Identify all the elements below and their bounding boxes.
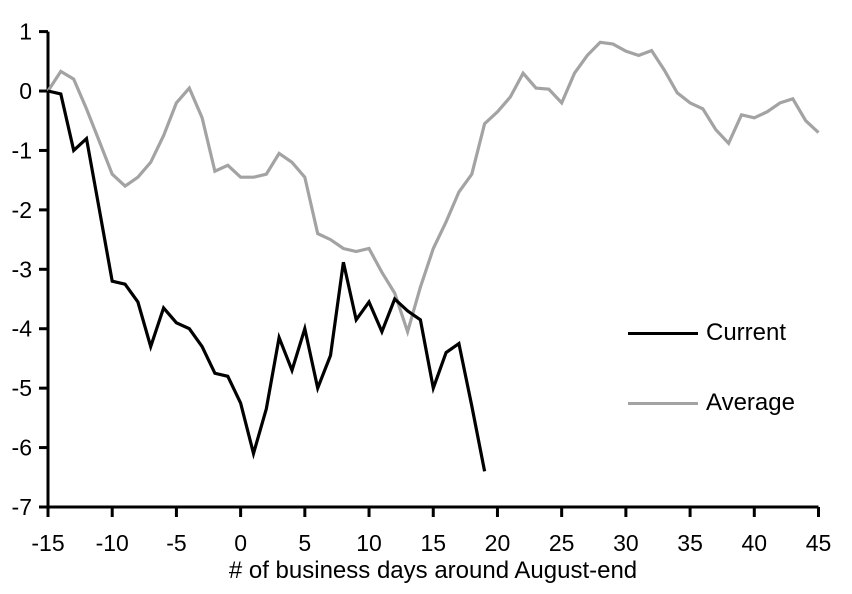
- x-tick-label: 5: [298, 530, 311, 556]
- y-tick-label: -1: [12, 137, 32, 163]
- legend-item-average: Average: [628, 389, 795, 417]
- x-axis-title: # of business days around August-end: [228, 557, 638, 584]
- x-tick-label: 10: [356, 530, 382, 556]
- x-tick-label: 0: [234, 530, 247, 556]
- x-tick-label: -5: [166, 530, 186, 556]
- x-tick-label: 30: [613, 530, 639, 556]
- legend-label-current: Current: [706, 319, 787, 346]
- y-tick-label: -5: [12, 375, 32, 401]
- y-tick-label: -6: [12, 435, 32, 461]
- y-tick-label: 1: [19, 19, 32, 45]
- series-line-current: [47, 89, 487, 472]
- legend-item-current: Current: [628, 319, 786, 347]
- x-tick-label: -10: [96, 530, 129, 556]
- average-line-swatch: [628, 401, 698, 405]
- x-tick-label: 40: [741, 530, 767, 556]
- y-tick-label: -2: [12, 197, 32, 223]
- y-tick-label: -3: [12, 256, 32, 282]
- y-tick-label: -7: [12, 494, 32, 520]
- series-line-average: [46, 40, 820, 338]
- x-tick-label: 35: [677, 530, 703, 556]
- x-tick-label: 45: [806, 530, 832, 556]
- x-tick-label: -15: [31, 530, 64, 556]
- current-line-swatch: [628, 331, 698, 335]
- legend-label-average: Average: [706, 389, 795, 416]
- x-tick-label: 15: [420, 530, 446, 556]
- x-tick-label: 20: [485, 530, 511, 556]
- y-tick-label: -4: [12, 316, 33, 342]
- x-tick-label: 25: [549, 530, 575, 556]
- y-tick-label: 0: [19, 78, 32, 104]
